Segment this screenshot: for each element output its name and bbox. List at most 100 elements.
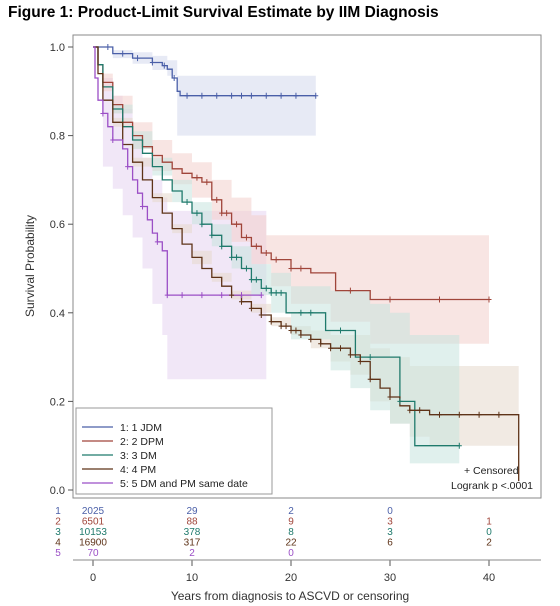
ci-band-4 xyxy=(93,47,519,446)
censor-mark xyxy=(288,265,294,272)
censor-mark xyxy=(456,442,462,449)
legend-label-dm: 3: 3 DM xyxy=(120,450,157,462)
x-axis: 0 10 20 30 40 xyxy=(73,497,541,584)
censor-mark xyxy=(387,296,393,303)
risk-cell: 0 xyxy=(486,527,492,538)
risk-table: 1 2025 29 2 02 6501 88 9 3 13 10153 378 8 3 04 16900 317… xyxy=(55,506,492,559)
censor-mark xyxy=(234,221,240,228)
ci-band-1 xyxy=(93,47,316,136)
y-tick-label: 0.0 xyxy=(50,485,65,497)
ci-band-5 xyxy=(93,47,267,380)
confidence-bands xyxy=(93,47,519,464)
censor-mark xyxy=(357,358,363,365)
risk-cell: 1 xyxy=(486,517,492,528)
censor-mark xyxy=(204,179,210,186)
x-tick-label: 30 xyxy=(384,572,396,584)
risk-cell: 2 xyxy=(189,548,195,559)
censor-mark xyxy=(328,345,334,352)
risk-cell: 10153 xyxy=(79,527,107,538)
y-axis-title: Survival Probability xyxy=(23,215,37,317)
censor-mark xyxy=(239,92,244,99)
risk-cell: 6501 xyxy=(82,517,105,528)
risk-cell: 2 xyxy=(486,538,492,549)
censor-mark xyxy=(194,174,200,181)
censor-mark xyxy=(283,323,289,330)
risk-cell: 9 xyxy=(288,517,294,528)
censor-mark xyxy=(105,44,111,50)
censor-mark xyxy=(171,75,177,82)
censor-mark xyxy=(278,323,284,330)
censor-mark xyxy=(209,232,215,239)
censor-mark xyxy=(313,92,319,99)
x-tick-label: 10 xyxy=(186,572,198,584)
censor-mark xyxy=(149,59,155,66)
censor-mark xyxy=(308,336,314,343)
censor-mark xyxy=(229,92,235,99)
y-tick-label: 0.4 xyxy=(50,308,65,320)
censor-mark xyxy=(140,203,145,210)
censor-mark xyxy=(338,327,343,334)
legend: 1: 1 JDM 2: 2 DPM 3: 3 DM 4: 4 PM 5: 5 D… xyxy=(75,407,273,495)
risk-row-label: 4 xyxy=(55,538,61,549)
censor-mark xyxy=(263,92,269,99)
risk-cell: 2025 xyxy=(82,506,105,517)
censor-mark xyxy=(293,327,299,334)
censor-mark xyxy=(367,354,373,361)
x-tick-label: 20 xyxy=(285,572,297,584)
censor-mark xyxy=(278,92,284,99)
risk-cell: 0 xyxy=(387,506,393,517)
censor-mark xyxy=(194,210,200,217)
risk-cell: 3 xyxy=(387,517,393,528)
censor-mark xyxy=(367,376,373,383)
risk-cell: 88 xyxy=(186,517,198,528)
censor-mark xyxy=(248,92,254,99)
legend-label-dm-pm: 5: 5 DM and PM same date xyxy=(120,478,248,490)
risk-row-label: 5 xyxy=(55,548,61,559)
censor-mark xyxy=(298,309,304,316)
risk-cell: 70 xyxy=(87,548,99,559)
legend-box xyxy=(75,407,273,495)
censor-mark xyxy=(387,393,393,400)
censor-mark xyxy=(219,243,225,250)
censor-mark xyxy=(273,256,279,263)
censor-mark xyxy=(199,292,205,299)
censor-mark xyxy=(496,411,502,418)
censor-mark xyxy=(154,238,160,245)
censor-mark xyxy=(219,292,225,299)
censor-mark xyxy=(248,276,254,283)
censor-mark xyxy=(239,292,244,299)
x-axis-title: Years from diagnosis to ASCVD or censori… xyxy=(171,589,409,603)
legend-label-pm: 4: 4 PM xyxy=(120,464,156,476)
survival-curves xyxy=(93,46,520,482)
censor-mark xyxy=(125,163,131,170)
y-tick-label: 1.0 xyxy=(50,42,65,54)
figure-title: Figure 1: Product-Limit Survival Estimat… xyxy=(8,4,439,21)
y-tick-label: 0.6 xyxy=(50,219,65,231)
censor-mark xyxy=(407,407,413,414)
censor-mark xyxy=(456,411,462,418)
risk-cell: 317 xyxy=(184,538,201,549)
censor-marks xyxy=(100,44,502,449)
censor-mark xyxy=(308,309,314,316)
y-tick-label: 0.8 xyxy=(50,131,65,143)
censor-mark xyxy=(239,298,244,305)
censor-mark xyxy=(263,285,269,292)
censor-mark xyxy=(179,292,185,299)
censor-mark xyxy=(397,398,403,405)
survival-curve-5 xyxy=(93,46,262,296)
censor-mark xyxy=(318,340,324,347)
y-axis: 0.0 0.2 0.4 0.6 0.8 1.0 xyxy=(50,42,73,497)
risk-cell: 6 xyxy=(387,538,393,549)
censor-mark xyxy=(161,62,167,69)
censor-mark xyxy=(486,296,492,303)
censor-mark xyxy=(263,249,269,256)
censor-mark xyxy=(437,296,442,303)
logrank-note: Logrank p <.0001 xyxy=(451,480,533,492)
risk-cell: 2 xyxy=(288,506,294,517)
censor-mark xyxy=(298,265,304,272)
y-tick-label: 0.2 xyxy=(50,396,65,408)
censor-mark xyxy=(258,312,264,319)
risk-cell: 378 xyxy=(184,527,201,538)
censor-mark xyxy=(199,92,205,99)
censor-mark xyxy=(110,137,116,144)
